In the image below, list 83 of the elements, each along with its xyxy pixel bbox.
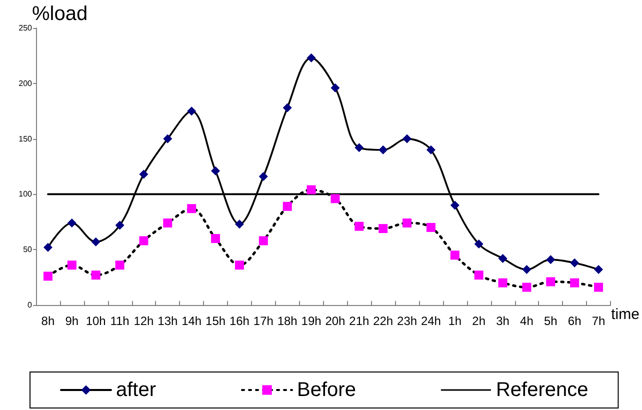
point: [426, 222, 436, 232]
point: [522, 282, 532, 292]
y-tick-label: 150: [18, 134, 33, 144]
point: [139, 170, 148, 179]
x-tick-label: 9h: [65, 314, 79, 328]
x-tick-label: 17h: [253, 314, 274, 328]
point: [354, 222, 364, 231]
point: [115, 220, 124, 230]
point: [211, 234, 220, 244]
point: [258, 172, 268, 181]
x-tick-label: 7h: [592, 314, 606, 328]
point: [570, 278, 580, 288]
point: [163, 134, 172, 144]
point: [43, 272, 52, 281]
point: [282, 202, 292, 211]
point: [91, 270, 100, 280]
point: [498, 278, 508, 288]
point: [115, 260, 124, 270]
x-tick-label: 13h: [158, 314, 178, 328]
point: [594, 282, 604, 292]
point: [546, 277, 556, 286]
point: [426, 145, 436, 154]
y-axis-title: %load: [32, 3, 88, 26]
x-tick-label: 14h: [182, 314, 202, 328]
x-tick-label: 12h: [134, 314, 154, 328]
point: [67, 218, 76, 228]
point: [402, 134, 412, 144]
point: [282, 103, 292, 112]
x-tick-label: 15h: [206, 314, 226, 328]
legend-label: Reference: [496, 379, 588, 401]
point: [402, 218, 412, 228]
point: [258, 236, 268, 246]
x-tick-label: 11h: [110, 314, 130, 328]
x-tick-label: 24h: [420, 314, 441, 328]
point: [139, 236, 148, 246]
x-tick-label: 6h: [568, 314, 582, 328]
point: [234, 220, 244, 229]
point: [330, 83, 340, 92]
x-tick-label: 18h: [277, 314, 298, 328]
point: [474, 240, 484, 249]
y-tick-label: 100: [18, 190, 33, 199]
x-tick-label: 4h: [520, 314, 534, 328]
point: [570, 258, 580, 268]
y-tick-label: 50: [23, 245, 33, 254]
x-tick-label: 8h: [41, 314, 55, 328]
point: [522, 265, 532, 274]
x-tick-label: 3h: [496, 314, 510, 328]
legend-label: after: [116, 379, 156, 401]
y-tick-label: 200: [18, 78, 33, 88]
x-tick-label: 23h: [397, 314, 418, 328]
x-tick-label: 1h: [448, 314, 462, 328]
point: [306, 185, 316, 194]
legend-label: Before: [297, 379, 356, 401]
point: [211, 166, 220, 176]
point: [378, 224, 388, 234]
point: [546, 255, 556, 264]
point: [306, 53, 316, 62]
point: [474, 270, 484, 280]
point: [330, 194, 340, 204]
x-tick-label: 19h: [301, 314, 322, 328]
x-tick-label: 21h: [349, 314, 370, 328]
point: [498, 254, 508, 263]
point: [187, 204, 196, 214]
point: [91, 237, 100, 246]
x-tick-label: 5h: [544, 314, 558, 328]
point: [450, 200, 460, 210]
point: [43, 242, 52, 252]
x-tick-label: 22h: [373, 314, 394, 328]
point: [594, 265, 604, 274]
x-axis-title: time: [611, 306, 640, 323]
point: [234, 260, 244, 270]
x-tick-label: 16h: [229, 314, 250, 328]
x-tick-label: 2h: [472, 314, 486, 328]
x-tick-label: 10h: [86, 314, 106, 328]
point: [378, 145, 388, 154]
point: [67, 260, 76, 270]
point: [354, 143, 364, 152]
x-tick-label: 20h: [325, 314, 346, 328]
point: [450, 250, 460, 260]
point: [187, 106, 196, 116]
y-tick-label: 0: [28, 300, 33, 310]
y-tick-label: 250: [18, 24, 33, 32]
point: [163, 218, 172, 228]
